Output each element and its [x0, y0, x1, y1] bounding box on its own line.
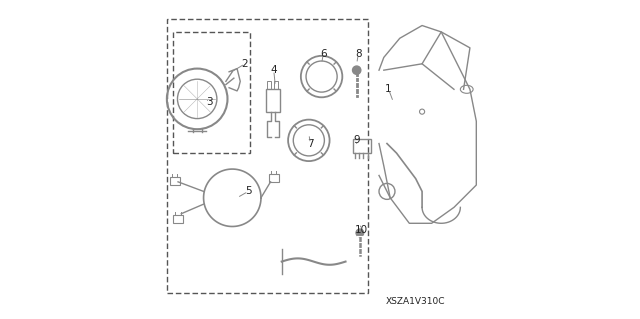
Bar — [274, 81, 278, 89]
Text: 1: 1 — [385, 84, 392, 94]
Bar — [353, 139, 371, 153]
Text: XSZA1V310C: XSZA1V310C — [386, 297, 445, 306]
Bar — [268, 81, 271, 89]
Bar — [173, 215, 183, 223]
Bar — [170, 177, 180, 185]
Text: 4: 4 — [271, 65, 277, 75]
Text: 7: 7 — [307, 138, 314, 149]
Text: 3: 3 — [207, 97, 213, 107]
Bar — [269, 174, 278, 182]
Text: 10: 10 — [355, 225, 368, 235]
Circle shape — [356, 229, 364, 237]
Text: 9: 9 — [353, 135, 360, 145]
Circle shape — [353, 66, 361, 74]
Bar — [266, 89, 280, 112]
Text: 2: 2 — [242, 59, 248, 69]
Text: 5: 5 — [245, 186, 252, 197]
Text: 6: 6 — [320, 49, 326, 59]
Text: 8: 8 — [355, 49, 362, 59]
